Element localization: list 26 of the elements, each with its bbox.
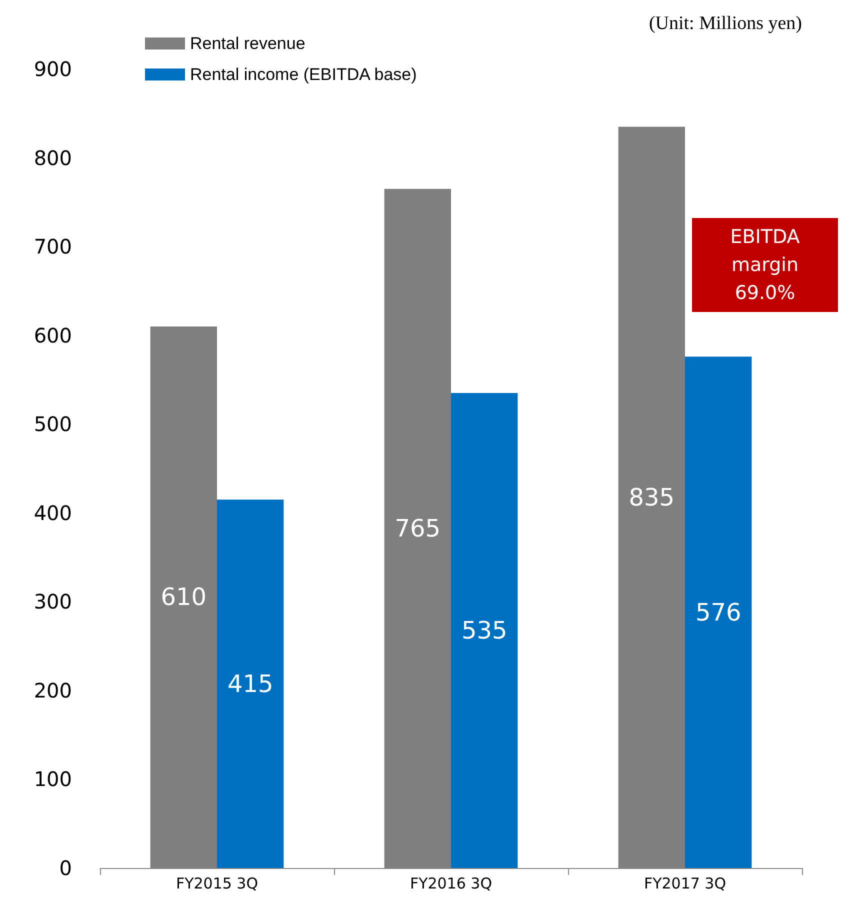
- y-tick-label: 800: [34, 146, 72, 170]
- y-tick-label: 0: [59, 856, 72, 880]
- y-tick-label: 700: [34, 234, 72, 259]
- y-tick-label: 400: [34, 500, 72, 525]
- x-tick-label: FY2017 3Q: [644, 874, 726, 892]
- x-tick-label: FY2015 3Q: [176, 874, 258, 892]
- legend-label: Rental income (EBITDA base): [190, 65, 417, 84]
- y-tick-label: 300: [34, 590, 72, 614]
- data-label: 765: [394, 514, 441, 542]
- y-tick-label: 500: [34, 412, 72, 436]
- y-tick-label: 200: [34, 678, 72, 702]
- callout-box: EBITDA margin 69.0%: [692, 218, 838, 312]
- x-tick-label: FY2016 3Q: [410, 874, 492, 892]
- bar: [217, 500, 284, 868]
- bar: [685, 356, 752, 868]
- y-tick-label: 900: [34, 57, 72, 81]
- bar: [451, 393, 518, 868]
- data-label: 415: [227, 670, 274, 698]
- data-label: 835: [628, 483, 675, 512]
- legend-label: Rental revenue: [190, 34, 306, 53]
- data-label: 535: [461, 616, 508, 645]
- text: (Unit: Millions yen): [648, 13, 802, 34]
- y-tick-label: 600: [34, 323, 72, 348]
- data-label: 576: [695, 598, 742, 626]
- data-label: 610: [160, 583, 207, 612]
- y-tick-label: 100: [34, 767, 72, 792]
